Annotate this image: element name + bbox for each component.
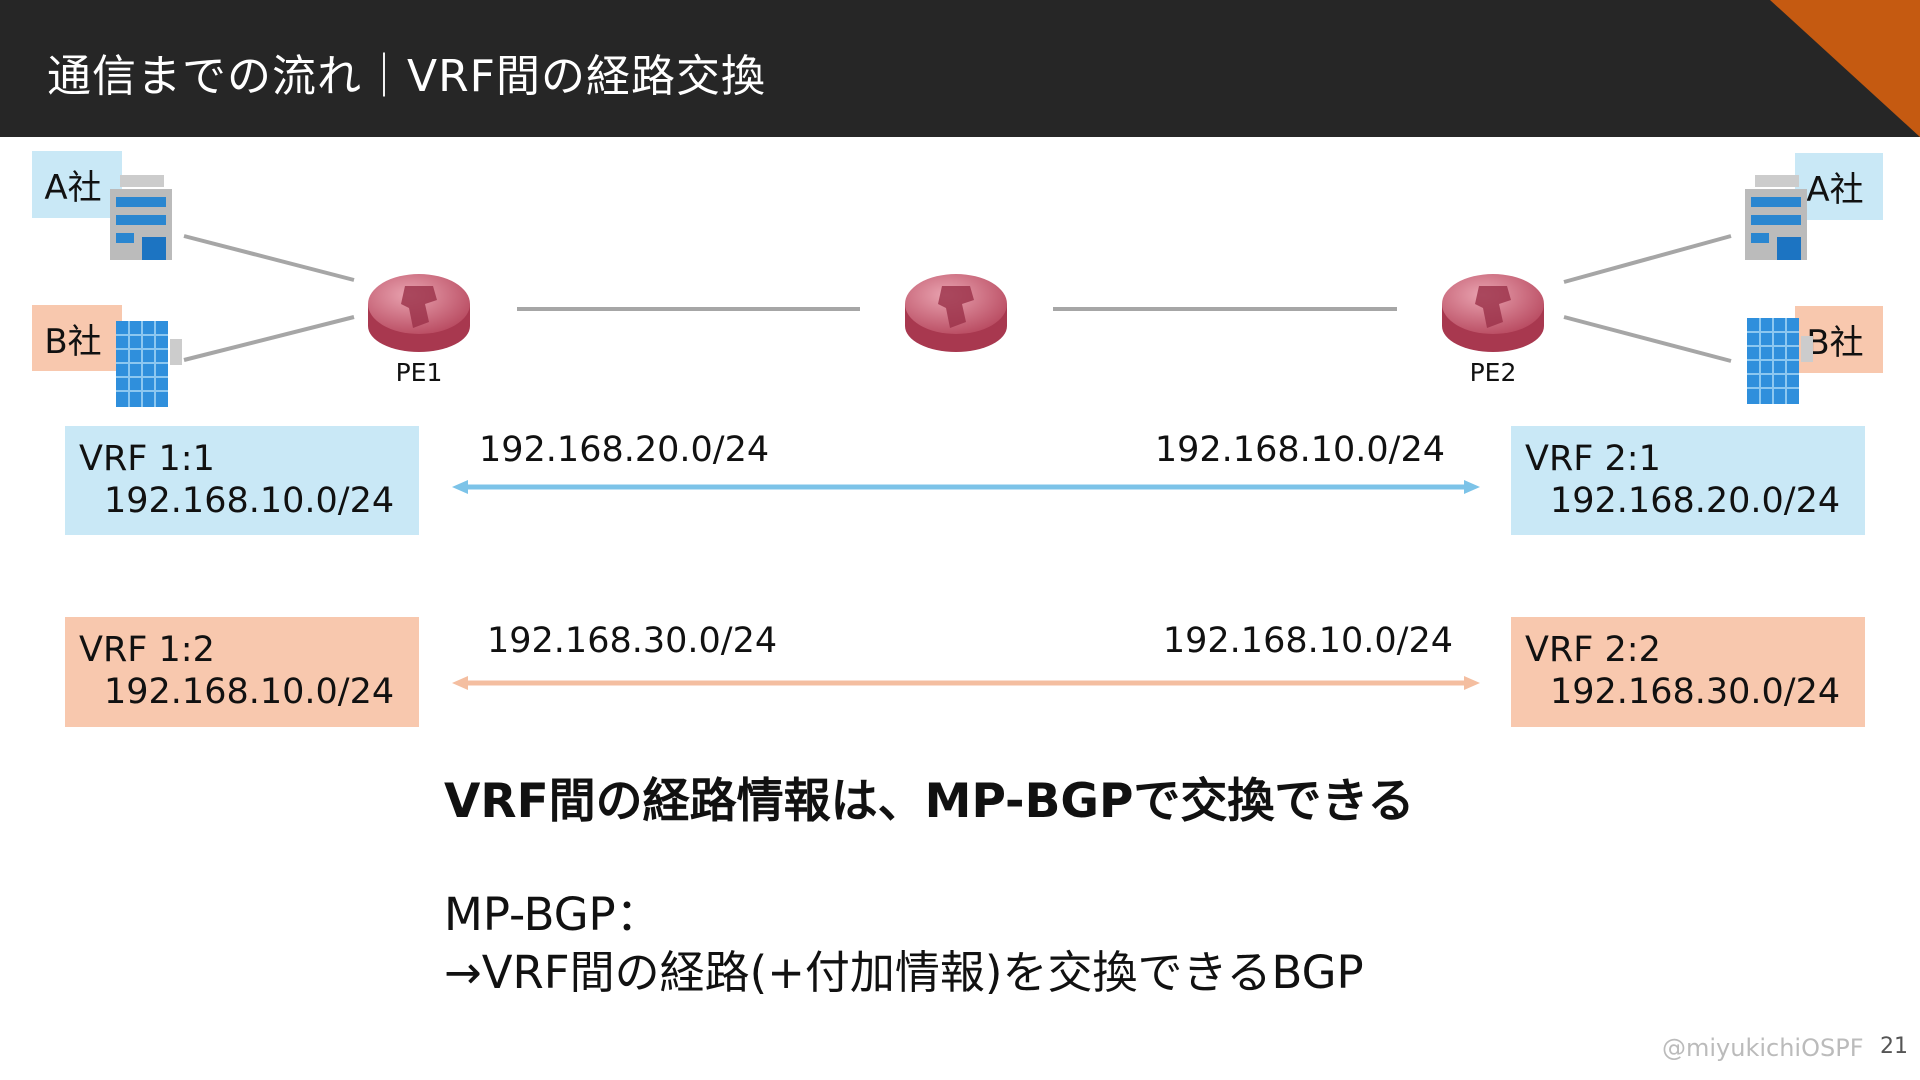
building-icon-a-right bbox=[1745, 175, 1807, 260]
link-pe2-b bbox=[1563, 315, 1732, 363]
vrf-box-1-1: VRF 1:1 192.168.10.0/24 bbox=[65, 426, 419, 535]
router-icon-pe2 bbox=[1442, 274, 1544, 352]
route-label-blue-left: 192.168.20.0/24 bbox=[479, 430, 770, 470]
slide-title: 通信までの流れ｜VRF間の経路交換 bbox=[47, 51, 766, 102]
router-icon-pe1 bbox=[368, 274, 470, 352]
vrf-box-1-2: VRF 1:2 192.168.10.0/24 bbox=[65, 617, 419, 727]
vrf-name: VRF 2:1 bbox=[1525, 439, 1661, 479]
key-statement: VRF間の経路情報は、MP-BGPで交換できる bbox=[444, 774, 1415, 829]
title-bar bbox=[0, 0, 1920, 137]
author-credit: @miyukichiOSPF bbox=[1662, 1034, 1864, 1062]
site-label-a-right: A社 bbox=[1795, 153, 1883, 220]
router-icon-p bbox=[905, 274, 1007, 352]
building-icon-b-left bbox=[116, 321, 183, 407]
definition-text: →VRF間の経路(+付加情報)を交換できるBGP bbox=[444, 946, 1364, 999]
router-label-pe1: PE1 bbox=[395, 358, 443, 387]
definition-term: MP-BGP： bbox=[444, 888, 661, 941]
building-icon-a-left bbox=[110, 175, 172, 260]
site-label-a-left: A社 bbox=[32, 151, 122, 218]
link-a-pe1 bbox=[183, 234, 355, 282]
vrf-box-2-1: VRF 2:1 192.168.20.0/24 bbox=[1511, 426, 1865, 535]
vrf-ip: 192.168.10.0/24 bbox=[104, 481, 395, 521]
link-pe2-a bbox=[1563, 234, 1732, 284]
vrf-name: VRF 2:2 bbox=[1525, 630, 1661, 670]
vrf-name: VRF 1:1 bbox=[79, 439, 215, 479]
link-b-pe1 bbox=[183, 315, 355, 362]
building-icon-b-right bbox=[1747, 318, 1814, 405]
router-label-pe2: PE2 bbox=[1469, 358, 1517, 387]
exchange-arrow-orange bbox=[452, 676, 1480, 690]
site-label-b-left: B社 bbox=[32, 305, 122, 371]
vrf-box-2-2: VRF 2:2 192.168.30.0/24 bbox=[1511, 617, 1865, 727]
vrf-name: VRF 1:2 bbox=[79, 630, 215, 670]
corner-accent bbox=[1770, 0, 1920, 137]
route-label-orange-left: 192.168.30.0/24 bbox=[487, 621, 778, 661]
vrf-ip: 192.168.10.0/24 bbox=[104, 672, 395, 712]
route-label-blue-right: 192.168.10.0/24 bbox=[1154, 430, 1445, 470]
vrf-ip: 192.168.30.0/24 bbox=[1550, 672, 1841, 712]
vrf-ip: 192.168.20.0/24 bbox=[1550, 481, 1841, 521]
exchange-arrow-blue bbox=[452, 480, 1480, 494]
route-label-orange-right: 192.168.10.0/24 bbox=[1162, 621, 1453, 661]
page-number: 21 bbox=[1880, 1034, 1908, 1059]
